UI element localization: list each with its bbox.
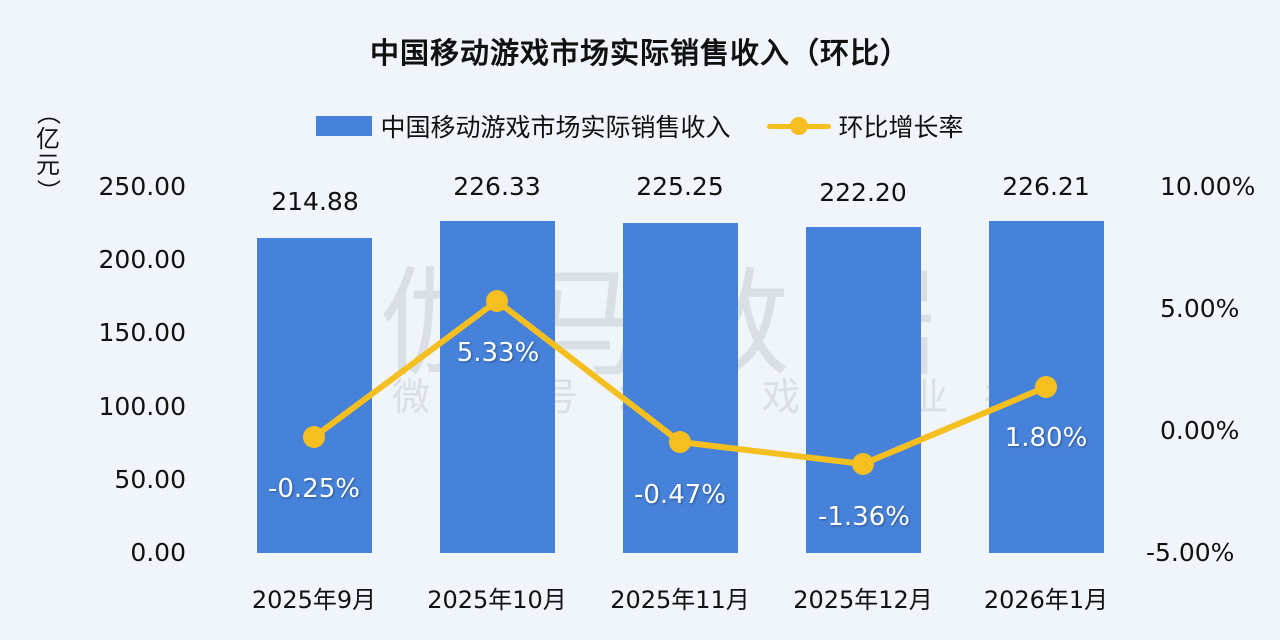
y-tick-left: 100.00 [98, 392, 186, 421]
y-tick-right: 0.00% [1160, 416, 1240, 445]
line-point [303, 426, 325, 448]
x-tick-label: 2025年11月 [610, 586, 750, 614]
x-tick-label: 2026年1月 [983, 586, 1109, 614]
growth-label: -0.47% [634, 480, 726, 510]
x-tick-label: 2025年9月 [251, 586, 377, 614]
legend-item-growth: 环比增长率 [766, 108, 964, 144]
y-tick-left: 0.00 [130, 538, 186, 567]
y-tick-left: 200.00 [98, 245, 186, 274]
unit-char-2: 元 [36, 151, 60, 179]
y-tick-left: 250.00 [98, 172, 186, 201]
bar [440, 221, 555, 553]
y-tick-right: 10.00% [1160, 172, 1256, 201]
line-point [852, 453, 874, 475]
x-tick-label: 2025年10月 [427, 586, 567, 614]
line-marker-icon [766, 116, 831, 136]
bar [257, 238, 372, 553]
line-point [1035, 376, 1057, 398]
legend-item-revenue: 中国移动游戏市场实际销售收入 [316, 108, 731, 144]
left-axis-unit: （ 亿 元 ） [34, 100, 62, 204]
bar-value-label: 226.21 [1002, 172, 1090, 201]
y-tick-right: 5.00% [1160, 294, 1240, 323]
bar [623, 223, 738, 553]
line-point [486, 290, 508, 312]
growth-label: -0.25% [268, 474, 360, 504]
bar-value-label: 214.88 [271, 187, 359, 216]
y-tick-right: -5.00% [1146, 538, 1235, 567]
y-tick-left: 50.00 [114, 465, 186, 494]
growth-label: 5.33% [456, 338, 540, 368]
unit-char-1: 亿 [36, 125, 60, 153]
bar [806, 227, 921, 553]
legend-label-revenue: 中国移动游戏市场实际销售收入 [380, 113, 731, 142]
line-series [303, 290, 1057, 475]
bar-value-label: 222.20 [819, 178, 907, 207]
x-tick-label: 2025年12月 [793, 586, 933, 614]
bar-swatch-icon [316, 116, 373, 136]
growth-label: 1.80% [1004, 423, 1088, 453]
legend: 中国移动游戏市场实际销售收入 环比增长率 [0, 108, 1280, 144]
y-tick-left: 150.00 [98, 318, 186, 347]
legend-label-growth: 环比增长率 [838, 113, 964, 142]
bar-value-label: 226.33 [453, 172, 541, 201]
growth-label: -1.36% [818, 502, 910, 532]
bar-value-label: 225.25 [636, 172, 724, 201]
chart-title: 中国移动游戏市场实际销售收入（环比） [369, 36, 910, 70]
line-point [669, 431, 691, 453]
